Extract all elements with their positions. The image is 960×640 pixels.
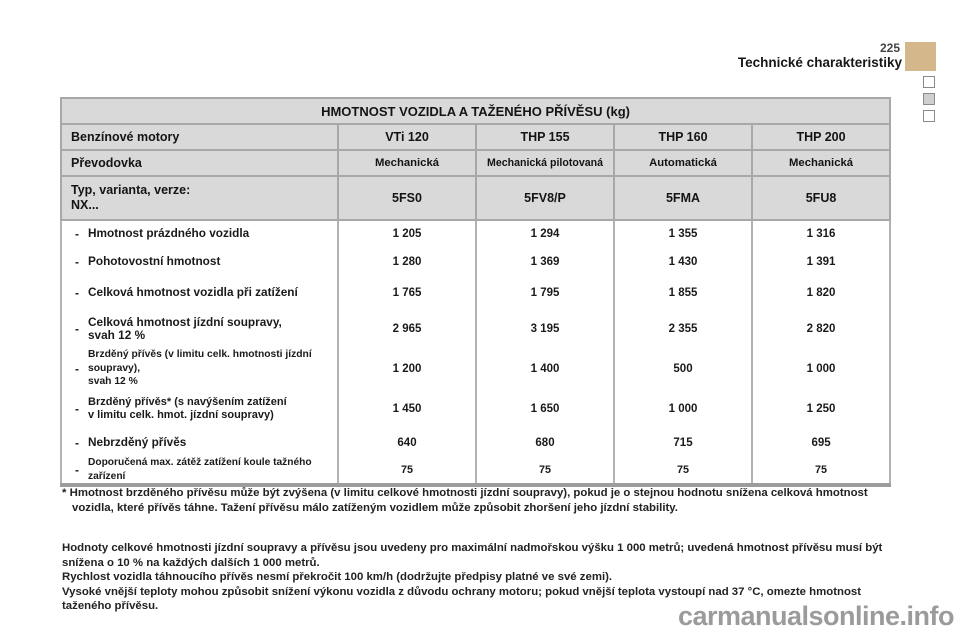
note-altitude: Hodnoty celkové hmotnosti jízdní souprav… [62,542,883,569]
value-cell: 1 820 [750,276,892,310]
type-row-label: Typ, varianta, verze: NX... [60,175,339,221]
row-label: Nebrzděný přívěs [88,434,187,449]
type-code-cell: 5FV8/P [475,175,615,221]
value-cell: 1 430 [613,247,753,276]
value-cell: 1 355 [613,220,753,247]
watermark: carmanualsonline.info [677,601,955,631]
note-speed: Rychlost vozidla táhnoucího přívěs nesmí… [62,571,613,583]
dash-bullet: - [75,361,79,376]
row-label: Celková hmotnost jízdní soupravy, svah 1… [88,314,282,342]
value-cell: 1 855 [613,276,753,310]
engine-header-row: Benzínové motory VTi 120 THP 155 THP 160… [60,123,892,151]
engine-name-cell: THP 160 [613,123,753,151]
value-cell: 75 [613,456,753,485]
value-cell: 1 205 [337,220,477,247]
type-code-cell: 5FS0 [337,175,477,221]
row-label: Doporučená max. zátěž zatížení koule taž… [88,457,312,482]
gearbox-cell: Mechanická pilotovaná [475,149,615,177]
vehicle-trailer-weight-table: HMOTNOST VOZIDLA A TAŽENÉHO PŘÍVĚSU (kg)… [59,97,892,487]
footnote: * Hmotnost brzděného přívěsu může být zv… [62,487,868,514]
value-cell: 1 400 [475,348,615,389]
gearbox-cell: Automatická [613,149,753,177]
engine-row-label: Benzínové motory [60,123,339,151]
dash-bullet: - [75,462,79,477]
table-row: - Brzděný přívěs* (s navýšením zatížení … [60,389,892,429]
engine-name-cell: VTi 120 [337,123,477,151]
value-cell: 640 [337,429,477,456]
row-label-cell: - Brzděný přívěs (v limitu celk. hmotnos… [60,348,339,389]
row-label-cell: - Pohotovostní hmotnost [60,247,339,276]
row-label-cell: - Hmotnost prázdného vozidla [60,220,339,247]
value-cell: 1 250 [750,389,892,429]
value-cell: 695 [750,429,892,456]
value-cell: 500 [613,348,753,389]
type-version-header-row: Typ, varianta, verze: NX... 5FS0 5FV8/P … [60,175,892,221]
table-row: - Brzděný přívěs (v limitu celk. hmotnos… [60,348,892,389]
row-label-cell: - Celková hmotnost vozidla při zatížení [60,276,339,310]
table-row: - Celková hmotnost jízdní soupravy, svah… [60,310,892,348]
table-row: - Hmotnost prázdného vozidla 1 205 1 294… [60,220,892,247]
row-label: Hmotnost prázdného vozidla [88,226,250,241]
type-code-cell: 5FU8 [750,175,892,221]
table-row: - Celková hmotnost vozidla při zatížení … [60,276,892,310]
dash-bullet: - [75,227,79,241]
row-label: Celková hmotnost vozidla při zatížení [88,285,298,300]
row-label: Pohotovostní hmotnost [88,253,221,268]
gearbox-row-label: Převodovka [60,149,339,177]
row-label-cell: - Doporučená max. zátěž zatížení koule t… [60,456,339,485]
page-marker-square [923,93,935,105]
section-title: Technické charakteristiky [737,55,902,70]
type-code-cell: 5FMA [613,175,753,221]
type-label-line1: Typ, varianta, verze: [71,183,191,197]
table-row: - Pohotovostní hmotnost 1 280 1 369 1 43… [60,247,892,276]
value-cell: 1 650 [475,389,615,429]
value-cell: 75 [750,456,892,485]
dash-bullet: - [75,435,79,450]
value-cell: 75 [337,456,477,485]
value-cell: 1 765 [337,276,477,310]
gearbox-header-row: Převodovka Mechanická Mechanická pilotov… [60,149,892,177]
value-cell: 1 000 [613,389,753,429]
value-cell: 680 [475,429,615,456]
type-label-line2: NX... [71,198,99,212]
value-cell: 75 [475,456,615,485]
value-cell: 1 000 [750,348,892,389]
engine-name-cell: THP 155 [475,123,615,151]
dash-bullet: - [75,322,79,336]
page-marker-square [923,76,935,88]
value-cell: 1 294 [475,220,615,247]
value-cell: 3 195 [475,310,615,348]
table-row: - Nebrzděný přívěs 640 680 715 695 [60,429,892,456]
gearbox-cell: Mechanická [337,149,477,177]
value-cell: 1 200 [337,348,477,389]
section-tab-marker [905,42,936,71]
value-cell: 1 280 [337,247,477,276]
table-title-row: HMOTNOST VOZIDLA A TAŽENÉHO PŘÍVĚSU (kg) [59,97,892,125]
table-row: - Doporučená max. zátěž zatížení koule t… [60,456,892,485]
row-label: Brzděný přívěs (v limitu celk. hmotnosti… [88,349,312,388]
value-cell: 1 795 [475,276,615,310]
value-cell: 1 450 [337,389,477,429]
value-cell: 2 355 [613,310,753,348]
dash-bullet: - [75,254,79,269]
page-number: 225 [879,41,900,55]
value-cell: 1 369 [475,247,615,276]
value-cell: 2 965 [337,310,477,348]
notes-block: Hodnoty celkové hmotnosti jízdní souprav… [62,541,894,614]
table-title: HMOTNOST VOZIDLA A TAŽENÉHO PŘÍVĚSU (kg) [59,97,892,125]
note-temperature: Vysoké vnější teploty mohou způsobit sní… [62,585,862,613]
value-cell: 1 391 [750,247,892,276]
value-cell: 2 820 [750,310,892,348]
row-label: Brzděný přívěs* (s navýšením zatížení v … [88,395,287,422]
row-label-cell: - Celková hmotnost jízdní soupravy, svah… [60,310,339,348]
dash-bullet: - [75,402,79,416]
dash-bullet: - [75,286,79,300]
gearbox-cell: Mechanická [750,149,892,177]
value-cell: 715 [613,429,753,456]
engine-name-cell: THP 200 [750,123,892,151]
page-marker-square [923,110,935,122]
value-cell: 1 316 [750,220,892,247]
row-label-cell: - Brzděný přívěs* (s navýšením zatížení … [60,389,339,429]
row-label-cell: - Nebrzděný přívěs [60,429,339,456]
